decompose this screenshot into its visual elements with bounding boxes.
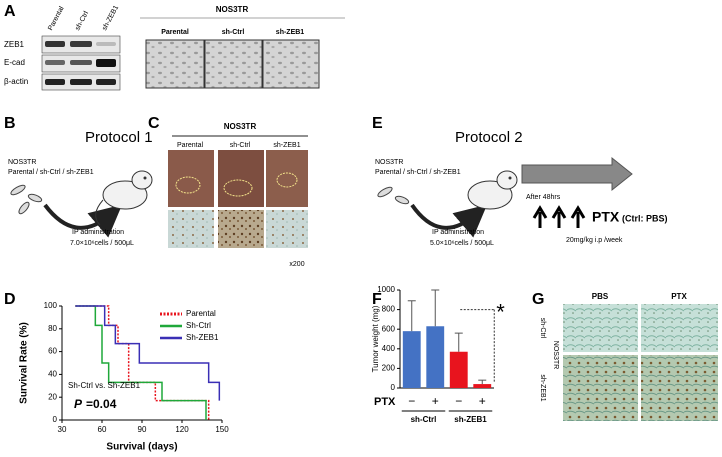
microscopy: NOS3TR Parental sh-Ctrl sh-ZEB1 bbox=[140, 5, 345, 89]
group-label: sh-Ctrl bbox=[411, 415, 437, 424]
x-tick-label: 120 bbox=[175, 425, 189, 434]
image-label: sh-Ctrl bbox=[230, 142, 251, 149]
magnification: x200 bbox=[289, 261, 304, 268]
p-label: P bbox=[74, 397, 83, 411]
p-value: =0.04 bbox=[86, 397, 117, 411]
x-tick-label: + bbox=[479, 394, 486, 408]
drug: PTX bbox=[592, 209, 620, 225]
protocol-title: Protocol 2 bbox=[455, 129, 523, 146]
x-tick-label: − bbox=[455, 394, 462, 408]
protocol-2: Protocol 2 NOS3TR Parental / sh-Ctrl / s… bbox=[375, 129, 668, 247]
survival-curve bbox=[75, 305, 210, 420]
control: (Ctrl: PBS) bbox=[622, 213, 668, 223]
y-tick-label: 80 bbox=[48, 324, 57, 333]
protocol-1: Protocol 1 NOS3TR Parental / sh-Ctrl / s… bbox=[8, 129, 153, 247]
x-tick-label: + bbox=[432, 394, 439, 408]
cell-line: NOS3TR bbox=[552, 341, 559, 369]
dose: 5.0×10⁶cells / 500μL bbox=[430, 240, 494, 247]
y-tick-label: 800 bbox=[382, 305, 396, 314]
annotation: Sh-Ctrl vs. Sh-ZEB1 bbox=[68, 381, 141, 390]
survival-curve bbox=[75, 305, 207, 420]
y-tick-label: 600 bbox=[382, 324, 396, 333]
y-tick-label: 0 bbox=[53, 415, 58, 424]
x-tick-label: − bbox=[408, 394, 415, 408]
groups: Parental / sh-Ctrl / sh-ZEB1 bbox=[8, 169, 94, 176]
group-label: sh-ZEB1 bbox=[454, 415, 487, 424]
cell-line: NOS3TR bbox=[375, 159, 403, 166]
bar bbox=[473, 384, 492, 388]
legend-label: Sh-ZEB1 bbox=[186, 333, 219, 342]
y-axis-label: Tumor weight (mg) bbox=[371, 305, 380, 372]
image-label: sh-ZEB1 bbox=[276, 29, 305, 36]
x-axis-label: Survival (days) bbox=[106, 442, 177, 453]
legend-label: Sh-Ctrl bbox=[186, 321, 211, 330]
x-tick-label: 30 bbox=[58, 425, 67, 434]
panel-letter: E bbox=[372, 115, 383, 132]
timing: After 48hrs bbox=[526, 194, 561, 201]
protocol-title: Protocol 1 bbox=[85, 129, 153, 146]
lane-label: Parental bbox=[47, 5, 66, 32]
panel-letter: D bbox=[4, 291, 16, 308]
image-label: sh-Ctrl bbox=[222, 29, 245, 36]
bar bbox=[426, 326, 445, 388]
western-blot: Parental sh-Ctrl sh-ZEB1 ZEB1 E-cad β-ac… bbox=[4, 4, 121, 91]
panel-title: NOS3TR bbox=[224, 122, 257, 131]
panel-letter: A bbox=[4, 3, 16, 20]
y-tick-label: 40 bbox=[48, 370, 57, 379]
row-label: sh-Ctrl bbox=[539, 318, 546, 339]
y-tick-label: 200 bbox=[382, 364, 396, 373]
band-label: E-cad bbox=[4, 58, 25, 67]
significance: * bbox=[496, 299, 505, 324]
row-label: sh-ZEB1 bbox=[539, 374, 546, 401]
y-axis-label: Survival Rate (%) bbox=[19, 322, 30, 404]
legend-label: Parental bbox=[186, 309, 216, 318]
band-label: β-actin bbox=[4, 77, 28, 86]
route: IP administration bbox=[432, 229, 484, 236]
x-tick-label: 150 bbox=[215, 425, 229, 434]
panel-letter: F bbox=[372, 291, 382, 308]
route: IP administration bbox=[72, 229, 124, 236]
cell-line: NOS3TR bbox=[8, 159, 36, 166]
image-label: sh-ZEB1 bbox=[273, 142, 300, 149]
panel-title: NOS3TR bbox=[216, 5, 249, 14]
regimen: 20mg/kg i.p /week bbox=[566, 237, 623, 244]
histology: PBS PTX sh-Ctrl NOS3TR sh-ZEB1 bbox=[539, 292, 718, 421]
image-label: Parental bbox=[161, 29, 189, 36]
groups: Parental / sh-Ctrl / sh-ZEB1 bbox=[375, 169, 461, 176]
bar bbox=[402, 331, 421, 388]
lane-label: sh-ZEB1 bbox=[101, 4, 120, 31]
y-tick-label: 20 bbox=[48, 392, 57, 401]
panel-letter: G bbox=[532, 291, 544, 308]
column-label: PBS bbox=[592, 292, 609, 301]
y-tick-label: 1000 bbox=[377, 285, 395, 294]
survival-curve bbox=[75, 305, 221, 401]
bar bbox=[449, 351, 468, 388]
y-tick-label: 100 bbox=[44, 301, 58, 310]
x-row-label: PTX bbox=[374, 396, 396, 408]
band-label: ZEB1 bbox=[4, 40, 25, 49]
y-tick-label: 400 bbox=[382, 344, 396, 353]
x-tick-label: 60 bbox=[98, 425, 107, 434]
dose: 7.0×10⁶cells / 500μL bbox=[70, 240, 134, 247]
panel-letter: C bbox=[148, 115, 160, 132]
column-label: PTX bbox=[671, 292, 687, 301]
x-tick-label: 90 bbox=[138, 425, 147, 434]
image-label: Parental bbox=[177, 142, 204, 149]
y-tick-label: 0 bbox=[391, 383, 396, 392]
panel-letter: B bbox=[4, 115, 16, 132]
necropsy: NOS3TR Parental sh-Ctrl sh-ZEB1 x200 bbox=[168, 122, 308, 268]
lane-label: sh-Ctrl bbox=[74, 10, 90, 32]
y-tick-label: 60 bbox=[48, 347, 57, 356]
